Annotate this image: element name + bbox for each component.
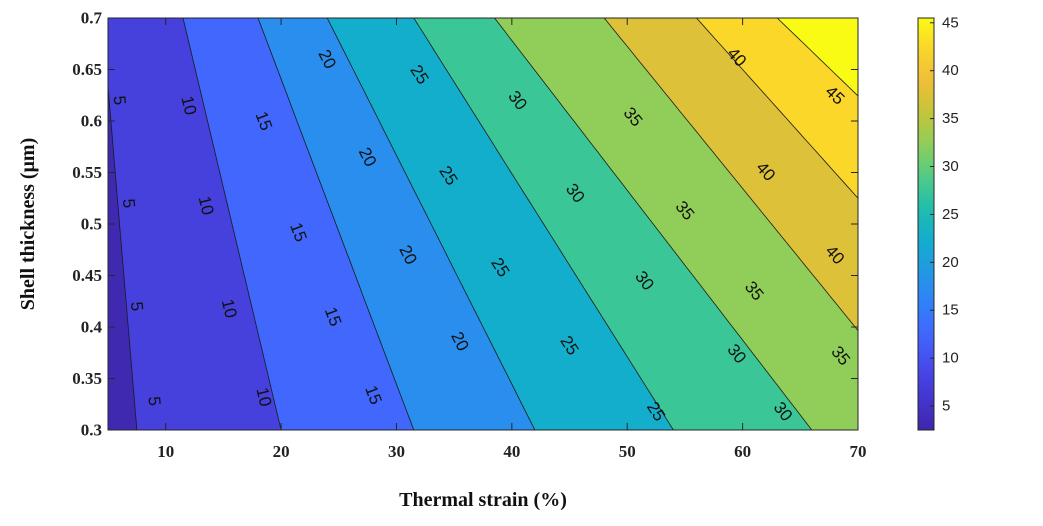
y-tick-label: 0.5: [81, 215, 102, 234]
y-tick-label: 0.55: [72, 163, 102, 182]
x-tick-label: 40: [503, 442, 520, 461]
x-tick-label: 20: [273, 442, 290, 461]
colorbar: 5 10 15 20 25 30 35 40 45: [918, 14, 959, 430]
colorbar-tick-label: 20: [942, 254, 959, 271]
y-tick-label: 0.4: [81, 318, 103, 337]
y-tick-label: 0.7: [81, 9, 103, 28]
contour-label: 5: [144, 396, 164, 407]
y-axis-title: Shell thickness (μm): [17, 138, 39, 310]
contour-fills: [0, 18, 1043, 430]
x-tick-label: 10: [157, 442, 174, 461]
x-tick-label: 60: [734, 442, 751, 461]
contour-label: 5: [110, 95, 130, 106]
colorbar-tick-label: 10: [942, 350, 959, 367]
colorbar-tick-label: 15: [942, 302, 959, 319]
y-tick-label: 0.6: [81, 112, 102, 131]
y-tick-label: 0.3: [81, 421, 102, 440]
colorbar-tick-label: 40: [942, 62, 959, 79]
contour-label: 5: [119, 198, 139, 209]
colorbar-tick-label: 35: [942, 110, 959, 127]
y-tick-label: 0.45: [72, 266, 102, 285]
colorbar-tick-label: 25: [942, 206, 959, 223]
y-tick-label: 0.65: [72, 60, 102, 79]
colorbar-tick-label: 45: [942, 14, 959, 31]
x-tick-label: 50: [619, 442, 636, 461]
x-tick-label: 30: [388, 442, 405, 461]
colorbar-scale: [918, 18, 934, 430]
y-tick-label: 0.35: [72, 369, 102, 388]
contour-label: 5: [127, 301, 147, 312]
colorbar-tick-label: 5: [942, 398, 950, 415]
x-axis-title: Thermal strain (%): [399, 489, 567, 511]
colorbar-tick-label: 30: [942, 158, 959, 175]
x-tick-label: 70: [850, 442, 867, 461]
